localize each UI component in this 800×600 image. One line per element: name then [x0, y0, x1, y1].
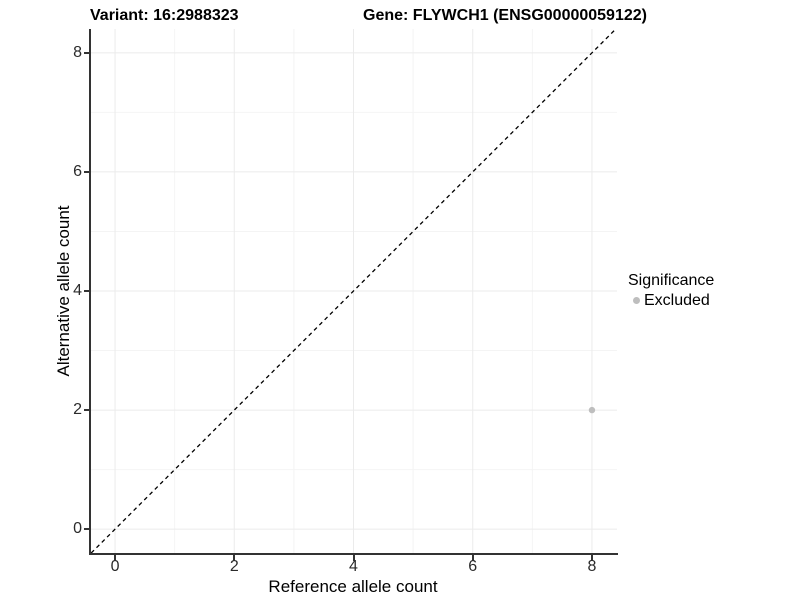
plot-panel	[90, 29, 617, 553]
gene-title: Gene: FLYWCH1 (ENSG00000059122)	[363, 7, 647, 24]
x-tick-mark	[471, 555, 474, 561]
x-axis-line	[89, 553, 618, 555]
x-tick-mark	[352, 555, 355, 561]
y-axis-line	[89, 29, 91, 555]
y-tick-mark	[84, 290, 90, 292]
y-tick-label: 6	[73, 162, 82, 180]
data-point	[588, 406, 596, 414]
identity-line	[90, 29, 617, 553]
x-tick-mark	[233, 555, 236, 561]
y-tick-mark	[84, 409, 90, 412]
variant-title: Variant: 16:2988323	[90, 7, 239, 24]
legend-item-label: Excluded	[644, 292, 710, 309]
x-tick-label: 2	[229, 558, 239, 575]
y-tick-mark	[84, 51, 90, 54]
legend-title: Significance	[628, 272, 715, 289]
x-tick-label: 4	[349, 558, 358, 575]
y-tick-label: 0	[73, 520, 82, 538]
x-tick-label: 0	[110, 558, 120, 575]
y-tick-mark	[84, 528, 90, 531]
x-tick-mark	[114, 555, 117, 561]
x-tick-mark	[590, 555, 593, 561]
y-tick-mark	[84, 170, 90, 173]
x-tick-label: 8	[587, 558, 597, 575]
legend-key-dot-icon	[628, 292, 644, 309]
y-tick-label: 8	[73, 43, 82, 61]
x-tick-label: 6	[468, 558, 478, 575]
legend: Significance Excluded	[628, 271, 714, 310]
legend-item-excluded: Excluded	[628, 291, 714, 310]
y-tick-label: 2	[73, 401, 82, 419]
x-axis-title: Reference allele count	[268, 577, 438, 596]
y-tick-label: 4	[73, 282, 82, 299]
